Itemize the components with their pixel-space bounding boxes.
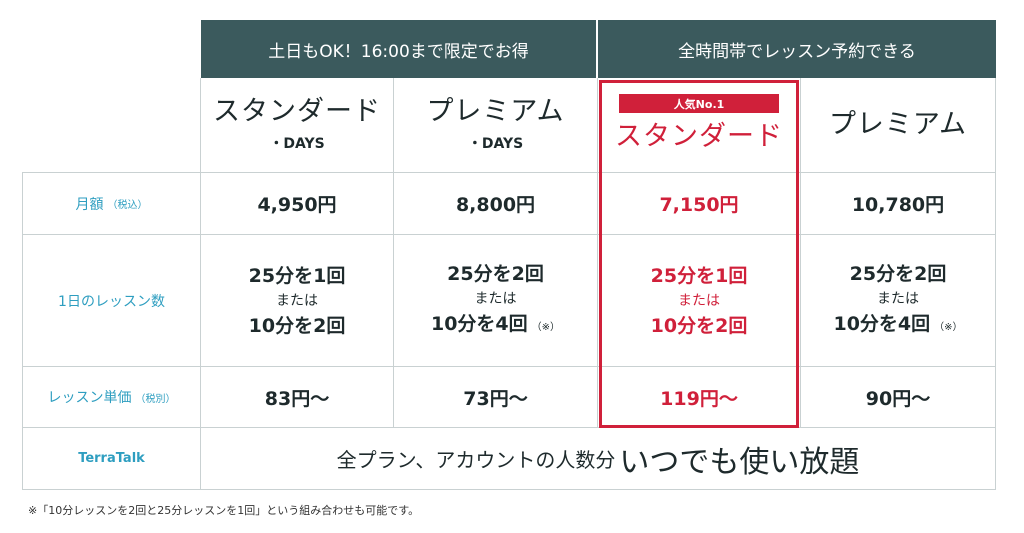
row-label-text: レッスン単価 (47, 390, 132, 406)
lesson-line-2-wrap: 10分を4回 （※） (431, 311, 560, 341)
monthly-price-value: 10,780円 (851, 194, 945, 216)
terratalk-text-big: いつでも使い放題 (619, 444, 860, 480)
lesson-line-2: 10分を4回 (430, 312, 528, 335)
plan-header-standard: 人気No.1 スタンダード (598, 78, 800, 172)
lesson-note: （※） (934, 321, 963, 333)
unit-price-value: 90円〜 (865, 387, 931, 410)
plan-name: スタンダード (615, 121, 783, 152)
grid-line (22, 172, 23, 490)
grid-line (22, 172, 996, 173)
lesson-line-1: 25分を2回 (447, 262, 544, 285)
lesson-or: または (877, 290, 919, 307)
header-group-1: 土日もOK！16:00まで限定でお得 (201, 20, 596, 78)
grid-line (22, 366, 996, 367)
row-label-terratalk: TerraTalk (23, 428, 200, 489)
monthly-price-value: 4,950円 (257, 194, 337, 216)
grid-line (393, 78, 394, 427)
grid-line (995, 78, 996, 490)
monthly-price: 7,150円 (598, 173, 800, 234)
lesson-line-1: 25分を2回 (849, 262, 947, 285)
grid-line (597, 78, 598, 427)
row-label-note: （税込） (107, 200, 148, 211)
plan-name: プレミアム (828, 109, 968, 140)
plan-sub: ・DAYS (269, 136, 325, 152)
grid-line (200, 78, 201, 490)
plan-name: スタンダード (213, 96, 381, 127)
popular-badge: 人気No.1 (619, 94, 779, 113)
unit-price: 90円〜 (801, 367, 995, 427)
header-group-1-label: 土日もOK！16:00まで限定でお得 (268, 41, 529, 62)
grid-line (22, 489, 996, 490)
terratalk-text: 全プラン、アカウントの人数分 (336, 448, 616, 472)
row-label-text: 1日のレッスン数 (58, 293, 165, 310)
row-label-note: （税別） (135, 393, 176, 405)
grid-line (22, 234, 996, 235)
footnote: ※「10分レッスンを2回と25分レッスンを1回」という組み合わせも可能です。 (28, 504, 420, 517)
lesson-line-2: 10分を4回 (833, 312, 931, 335)
recommended-plan-frame (599, 80, 799, 428)
header-group-2: 全時間帯でレッスン予約できる (598, 20, 996, 78)
lesson-line-2: 10分を2回 (650, 314, 748, 337)
unit-price-value: 83円〜 (264, 387, 330, 410)
unit-price: 83円〜 (201, 367, 393, 427)
unit-price: 119円〜 (598, 367, 800, 427)
lesson-line-2-wrap: 10分を4回 （※） (833, 311, 962, 341)
grid-line (22, 427, 996, 428)
grid-line (800, 78, 801, 427)
plan-name: プレミアム (426, 96, 565, 127)
lesson-count: 25分を1回 または 10分を2回 (598, 235, 800, 366)
monthly-price-value: 8,800円 (455, 194, 536, 216)
terratalk-logo-text: TerraTalk (78, 451, 145, 466)
monthly-price: 10,780円 (801, 173, 995, 234)
row-label-text: 月額 (75, 196, 104, 213)
lesson-or: または (474, 290, 517, 307)
row-label-lessons: 1日のレッスン数 (23, 235, 200, 366)
lesson-line-1: 25分を1回 (650, 264, 748, 287)
lesson-or: または (276, 292, 318, 309)
lesson-note: （※） (531, 321, 561, 333)
unit-price: 73円〜 (394, 367, 597, 427)
terratalk-description: 全プラン、アカウントの人数分 いつでも使い放題 (201, 428, 995, 489)
lesson-count: 25分を2回 または 10分を4回 （※） (394, 235, 597, 366)
monthly-price-value: 7,150円 (659, 194, 739, 216)
plan-header-premium: プレミアム (801, 78, 995, 172)
row-label-unit-price: レッスン単価 （税別） (23, 367, 200, 427)
header-group-2-label: 全時間帯でレッスン予約できる (678, 41, 916, 62)
plan-header-standard-days: スタンダード ・DAYS (201, 78, 393, 172)
unit-price-value: 119円〜 (660, 387, 738, 410)
plan-sub: ・DAYS (467, 136, 524, 152)
lesson-line-1: 25分を1回 (248, 264, 346, 287)
lesson-count: 25分を2回 または 10分を4回 （※） (801, 235, 995, 366)
lesson-count: 25分を1回 または 10分を2回 (201, 235, 393, 366)
unit-price-value: 73円〜 (463, 387, 528, 410)
monthly-price: 4,950円 (201, 173, 393, 234)
lesson-or: または (678, 292, 720, 309)
lesson-line-2: 10分を2回 (248, 314, 346, 337)
plan-header-premium-days: プレミアム ・DAYS (394, 78, 597, 172)
popular-badge-label: 人気No.1 (673, 97, 725, 111)
monthly-price: 8,800円 (394, 173, 597, 234)
row-label-monthly: 月額 （税込） (23, 173, 200, 234)
